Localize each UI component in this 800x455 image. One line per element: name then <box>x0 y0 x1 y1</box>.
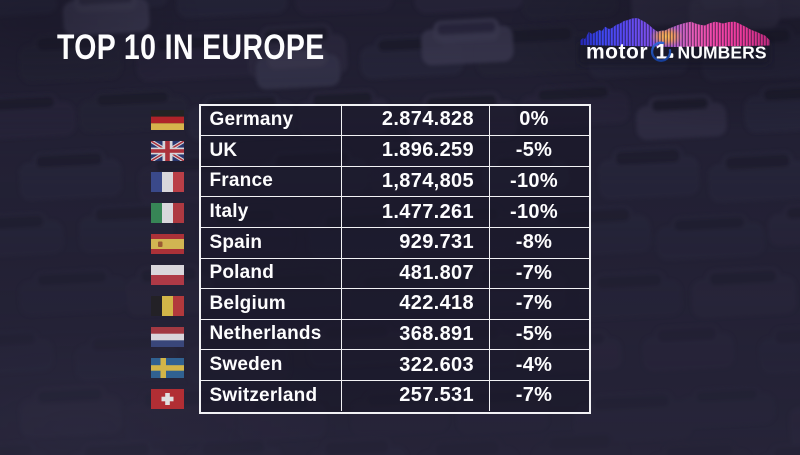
svg-text:1: 1 <box>655 39 667 63</box>
svg-text:motor: motor <box>586 41 648 64</box>
svg-text:NUMBERS: NUMBERS <box>678 42 767 62</box>
